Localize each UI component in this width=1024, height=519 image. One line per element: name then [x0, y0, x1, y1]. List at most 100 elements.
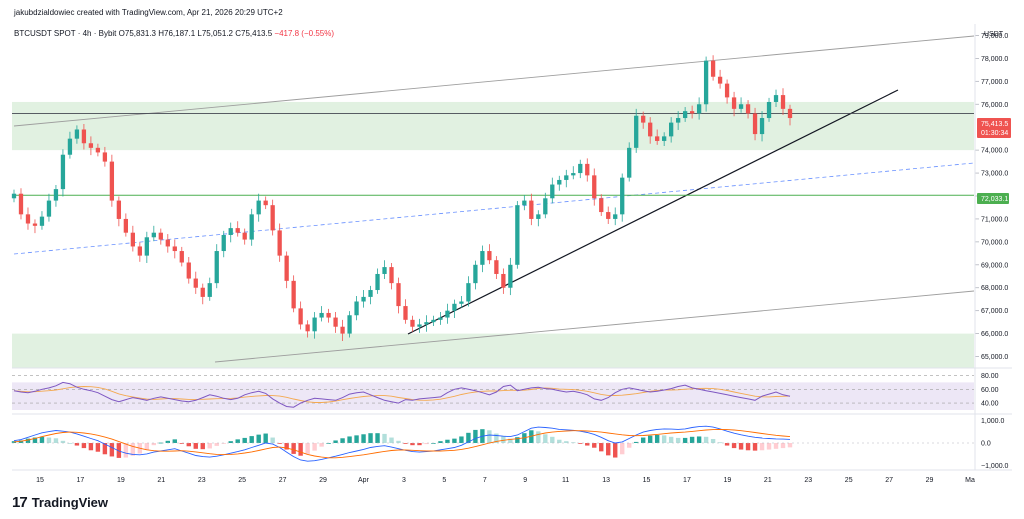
tradingview-logo[interactable]: 17 TradingView [12, 494, 108, 511]
candle-body [571, 173, 576, 176]
macd-histogram-bar [473, 429, 478, 443]
macd-level-label: 1,000.0 [981, 418, 1004, 425]
candle-body [32, 223, 38, 226]
time-tick-label: 17 [683, 477, 691, 484]
last-price-tag [977, 118, 1011, 138]
time-tick-label: 5 [442, 477, 446, 484]
macd-histogram-bar [193, 443, 198, 449]
macd-histogram-bar [179, 443, 184, 444]
candle-body [473, 264, 478, 284]
macd-histogram-bar [207, 443, 212, 449]
candle-body [396, 283, 401, 307]
macd-histogram-bar [647, 435, 653, 443]
macd-histogram-bar [752, 443, 758, 451]
candle-body [221, 234, 226, 252]
candle-body [752, 113, 758, 135]
macd-histogram-bar [703, 436, 709, 443]
macd-histogram-bar [102, 443, 108, 455]
macd-histogram-bar [25, 438, 31, 443]
macd-histogram-bar [382, 433, 387, 443]
candle-body [669, 122, 674, 137]
candle-body [578, 163, 583, 174]
candle-body [249, 214, 254, 240]
macd-histogram-bar [424, 443, 429, 445]
price-axis[interactable]: 79,000.0 78,000.0 77,000.0 76,000.0 74,000.0… [975, 33, 1008, 361]
macd-level-label: 0.0 [981, 441, 991, 448]
macd-histogram-bar [710, 439, 716, 443]
price-tick-label: 77,000.0 [981, 79, 1008, 86]
candle-body [438, 317, 443, 320]
macd-histogram-bar [284, 443, 289, 450]
channel-lower-line [214, 290, 975, 363]
macd-histogram-bar [221, 443, 226, 444]
time-axis[interactable]: 15 17 19 21 23 25 27 29 Apr 3 5 7 9 11 13 15 17 19 21 23 25 2… [36, 477, 975, 484]
macd-levels: 1,000.0 0.0 −1,000.0 [12, 418, 1009, 470]
candle-body [60, 154, 66, 190]
candle-body [109, 161, 115, 201]
time-tick-label: 3 [402, 477, 406, 484]
macd-histogram-bar [745, 443, 751, 451]
macd-histogram-bar [347, 436, 352, 443]
time-tick-label: 13 [602, 477, 610, 484]
macd-histogram-bar [438, 441, 443, 443]
price-tick-label: 76,000.0 [981, 102, 1008, 109]
candle-body [550, 184, 555, 199]
candle-body [172, 246, 177, 252]
candle-body [620, 177, 625, 215]
candle-body [39, 216, 45, 226]
candles-group [11, 55, 793, 341]
macd-histogram-bar [536, 431, 541, 443]
macd-histogram-bar [661, 435, 667, 443]
candle-body [515, 205, 520, 265]
macd-histogram-bar [130, 443, 136, 456]
macd-histogram-bar [81, 443, 87, 449]
candle-body [675, 118, 681, 123]
macd-histogram-bar [249, 436, 254, 443]
macd-histogram-bar [60, 440, 66, 443]
macd-histogram-bar [599, 443, 604, 452]
candle-body [662, 136, 667, 141]
candle-body [445, 310, 450, 318]
candle-body [599, 198, 604, 213]
candle-body [522, 200, 527, 206]
macd-histogram-bar [214, 443, 219, 446]
price-tick-label: 71,000.0 [981, 216, 1008, 223]
price-tick-label: 78,000.0 [981, 56, 1008, 63]
price-tick-label: 79,000.0 [981, 33, 1008, 40]
candle-body [655, 136, 660, 141]
candle-body [710, 60, 716, 77]
symbol-name[interactable]: BTCUSDT SPOT · 4h · Bybit [14, 29, 117, 38]
candle-body [326, 312, 331, 318]
macd-histogram-bar [557, 439, 562, 443]
rsi-level-label: 60.00 [981, 387, 999, 394]
time-tick-label: 23 [804, 477, 812, 484]
channel-upper-line [13, 35, 975, 127]
macd-histogram-bar [263, 433, 268, 443]
symbol-legend[interactable]: BTCUSDT SPOT · 4h · Bybit O75,831.3 H76,… [14, 29, 334, 38]
price-tick-label: 67,000.0 [981, 308, 1008, 315]
candle-body [235, 228, 240, 233]
macd-histogram-bar [186, 443, 191, 447]
macd-histogram-bar [305, 443, 310, 454]
macd-histogram-bar [654, 435, 660, 443]
macd-histogram-bar [32, 437, 38, 443]
macd-histogram-bar [151, 443, 157, 446]
candle-body [333, 317, 338, 327]
macd-histogram-bar [696, 436, 702, 443]
macd-histogram-bar [613, 443, 618, 458]
candle-body [648, 122, 653, 137]
macd-histogram-bar [312, 443, 317, 451]
macd-histogram-bar [592, 443, 597, 448]
macd-histogram-bar [298, 443, 303, 456]
candle-body [606, 212, 611, 219]
candle-body [95, 147, 101, 153]
candle-body [312, 317, 317, 332]
time-tick-label: 9 [523, 477, 527, 484]
time-tick-label: 15 [643, 477, 651, 484]
price-tick-label: 74,000.0 [981, 148, 1008, 155]
macd-histogram-bar [738, 443, 744, 450]
macd-histogram-bar [18, 440, 24, 443]
macd-histogram-bar [724, 443, 730, 446]
candle-body [228, 228, 233, 235]
